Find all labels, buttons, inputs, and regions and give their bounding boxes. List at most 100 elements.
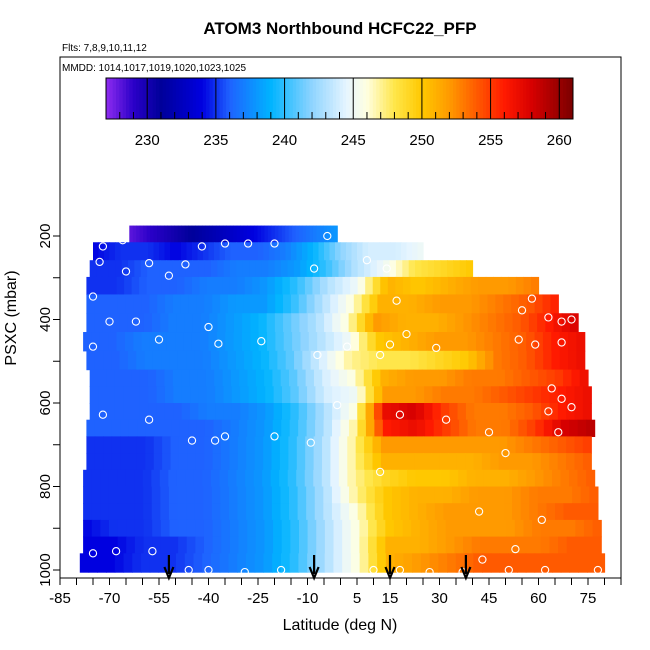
curtain-cell [372,469,383,488]
curtain-cell [252,350,262,371]
sample-point [105,317,114,326]
curtain-cell [91,519,101,538]
curtain-cell [511,294,520,314]
curtain-cell [172,369,182,387]
curtain-cell [529,503,539,521]
colorbar-segment [476,78,481,119]
curtain-cell [109,242,116,261]
curtain-cell [120,242,127,261]
colorbar-segment [559,78,564,119]
curtain-cell [540,519,550,538]
curtain-cell [401,242,408,261]
curtain-cell [523,536,533,554]
curtain-cell [175,242,182,261]
sample-point [88,342,98,351]
curtain-cell [350,519,361,538]
curtain-cell [313,260,320,278]
curtain-cell [179,260,186,278]
curtain-cell [350,536,361,554]
curtain-cell [383,503,393,521]
curtain-cell [479,313,489,333]
curtain-cell [377,294,386,314]
curtain-cell [406,436,416,454]
curtain-cell [133,332,143,352]
curtain-cell [314,294,323,314]
curtain-cell [316,225,321,243]
curtain-cell [274,225,279,243]
curtain-cell [212,225,217,243]
curtain-cell [418,350,428,371]
curtain-cell [177,350,187,371]
curtain-cell [368,553,378,573]
curtain-cell [391,486,402,504]
colorbar-segment [562,78,567,119]
curtain-cell [426,486,436,504]
colorbar-segment [226,78,230,119]
curtain-cell [397,313,407,333]
curtain-cell [359,519,369,538]
curtain-cell [340,419,350,437]
curtain-cell [534,469,545,488]
curtain-cell [280,553,291,573]
curtain-cell [575,536,585,554]
curtain-cell [164,369,174,387]
curtain-cell [93,242,100,261]
sample-point [531,340,540,349]
curtain-cell [577,469,587,488]
curtain-cell [537,313,546,333]
curtain-cell [524,403,534,421]
curtain-cell [355,469,366,488]
curtain-cell [254,486,264,504]
sample-point [375,350,385,360]
curtain-cell [160,519,171,538]
curtain-cell [204,436,214,454]
colorbar-segment [149,78,154,119]
colorbar-tick-label: 235 [203,132,228,149]
curtain-cell [141,294,150,314]
colorbar-segment [349,78,354,119]
curtain-cell [407,469,417,488]
colorbar-segment [449,78,454,119]
curtain-cell [357,386,367,404]
curtain-cell [338,369,348,387]
curtain-cell [490,386,500,404]
curtain-cell [252,276,261,296]
colorbar-segment [392,78,397,119]
curtain-cell [350,553,361,573]
curtain-cell [185,260,193,278]
curtain-cell [492,332,502,352]
curtain-cell [114,403,124,421]
curtain-cell [244,276,253,296]
curtain-cell [476,419,486,437]
curtain-cell [512,313,522,333]
colorbar-segment [509,78,514,119]
curtain-cell [280,242,287,261]
curtain-cell [115,242,122,261]
curtain-cell [221,536,231,554]
curtain-cell [298,294,308,314]
colorbar-segment [289,78,294,119]
curtain-cell [477,486,487,504]
curtain-cell [233,332,243,352]
curtain-cell [169,536,179,554]
colorbar-segment [442,78,447,119]
colorbar-segment [276,78,280,119]
curtain-cell [561,313,571,333]
curtain-cell [126,519,136,538]
curtain-cell [91,536,101,554]
curtain-cell [273,536,283,554]
colorbar-segment [512,78,517,119]
curtain-cell [151,313,161,333]
curtain-cell [485,350,494,371]
curtain-cell [486,503,496,521]
curtain-cell [298,519,309,538]
curtain-cell [574,386,584,404]
curtain-cell [181,386,191,404]
curtain-cell [486,486,496,504]
curtain-cell [221,436,231,454]
colorbar-segment [256,78,260,119]
curtain-cell [91,469,101,488]
curtain-cell [490,453,500,471]
curtain-cell [431,453,441,471]
curtain-cell [569,469,579,488]
